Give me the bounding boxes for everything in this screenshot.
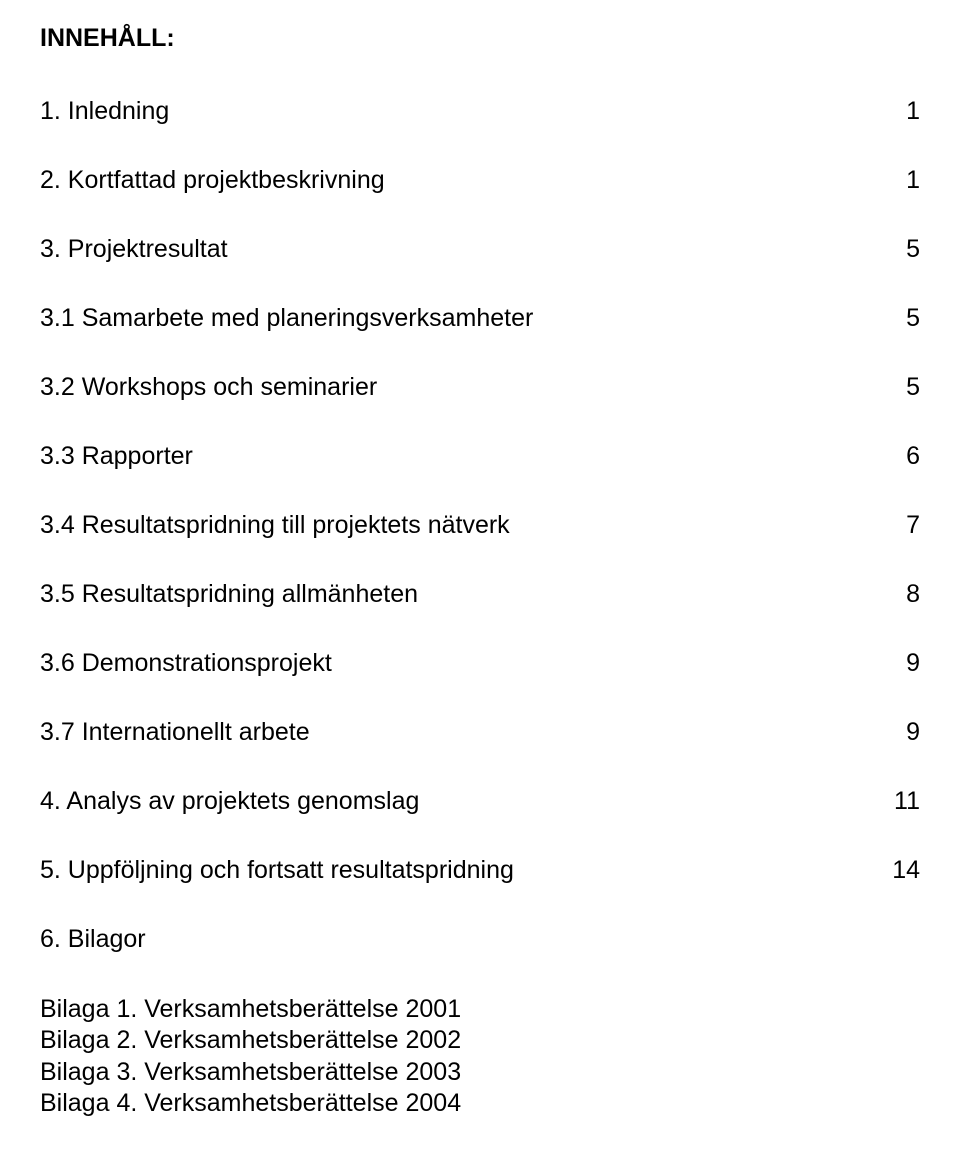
toc-entry: 1. Inledning 1 xyxy=(40,97,920,126)
toc-page-number: 1 xyxy=(880,97,920,126)
toc-entry: 5. Uppföljning och fortsatt resultatspri… xyxy=(40,856,920,885)
toc-entry: 3. Projektresultat 5 xyxy=(40,235,920,264)
toc-label: 3.1 Samarbete med planeringsverksamheter xyxy=(40,304,880,333)
toc-page-number: 5 xyxy=(880,304,920,333)
toc-page-number: 14 xyxy=(880,856,920,885)
toc-entry: 3.5 Resultatspridning allmänheten 8 xyxy=(40,580,920,609)
toc-entry: 3.1 Samarbete med planeringsverksamheter… xyxy=(40,304,920,333)
page-title: INNEHÅLL: xyxy=(40,24,920,53)
toc-page-number: 9 xyxy=(880,718,920,747)
toc-label: 2. Kortfattad projektbeskrivning xyxy=(40,166,880,195)
toc-page-number: 1 xyxy=(880,166,920,195)
toc-entry: 3.6 Demonstrationsprojekt 9 xyxy=(40,649,920,678)
toc-label: 3.3 Rapporter xyxy=(40,442,880,471)
toc-entry: 3.3 Rapporter 6 xyxy=(40,442,920,471)
toc-label: 3.2 Workshops och seminarier xyxy=(40,373,880,402)
toc-page-number: 6 xyxy=(880,442,920,471)
appendix-item: Bilaga 1. Verksamhetsberättelse 2001 xyxy=(40,994,920,1025)
toc-entry: 4. Analys av projektets genomslag 11 xyxy=(40,787,920,816)
toc-page-number: 5 xyxy=(880,373,920,402)
toc-entry: 3.4 Resultatspridning till projektets nä… xyxy=(40,511,920,540)
toc-entry: 2. Kortfattad projektbeskrivning 1 xyxy=(40,166,920,195)
toc-label: 5. Uppföljning och fortsatt resultatspri… xyxy=(40,856,880,885)
toc-page-number: 11 xyxy=(880,787,920,816)
toc-label: 3.4 Resultatspridning till projektets nä… xyxy=(40,511,880,540)
toc-label: 1. Inledning xyxy=(40,97,880,126)
toc-page-number: 5 xyxy=(880,235,920,264)
toc-label: 3.5 Resultatspridning allmänheten xyxy=(40,580,880,609)
toc-page-number: 8 xyxy=(880,580,920,609)
appendix-heading: 6. Bilagor xyxy=(40,925,920,954)
appendix-item: Bilaga 4. Verksamhetsberättelse 2004 xyxy=(40,1088,920,1119)
toc-entry: 3.7 Internationellt arbete 9 xyxy=(40,718,920,747)
toc-label: 3. Projektresultat xyxy=(40,235,880,264)
appendix-item: Bilaga 3. Verksamhetsberättelse 2003 xyxy=(40,1057,920,1088)
toc-entry: 3.2 Workshops och seminarier 5 xyxy=(40,373,920,402)
toc-label: 4. Analys av projektets genomslag xyxy=(40,787,880,816)
toc-label: 3.6 Demonstrationsprojekt xyxy=(40,649,880,678)
toc-page-number: 9 xyxy=(880,649,920,678)
toc-page-number: 7 xyxy=(880,511,920,540)
appendix-item: Bilaga 2. Verksamhetsberättelse 2002 xyxy=(40,1025,920,1056)
toc-label: 3.7 Internationellt arbete xyxy=(40,718,880,747)
